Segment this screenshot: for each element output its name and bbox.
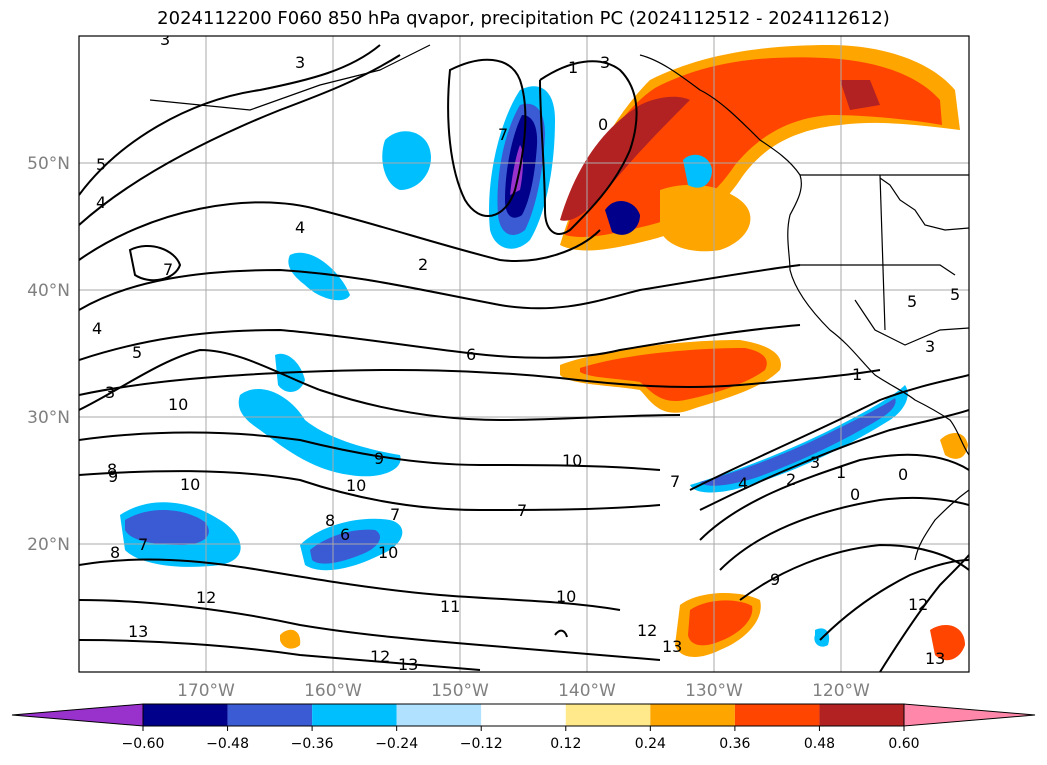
colorbar-segment	[734, 704, 820, 726]
colorbar-outline	[142, 703, 905, 727]
svg-text:12: 12	[196, 588, 216, 607]
colorbar-segment	[312, 704, 397, 726]
map-title: 2024112200 F060 850 hPa qvapor, precipit…	[157, 8, 890, 29]
lon-label-170w: 170°W	[177, 681, 235, 701]
svg-text:3: 3	[600, 53, 610, 72]
svg-text:0: 0	[898, 465, 908, 484]
colorbar-segment	[819, 704, 904, 726]
colorbar: −0.60 −0.48 −0.36 −0.24 −0.12 0.12 0.24 0.36 0.4…	[11, 703, 1036, 752]
svg-text:7: 7	[498, 125, 508, 144]
svg-text:6: 6	[340, 525, 350, 544]
svg-text:7: 7	[670, 472, 680, 491]
svg-text:6: 6	[466, 345, 476, 364]
svg-text:10: 10	[378, 543, 398, 562]
lat-label-20n: 20°N	[27, 535, 70, 555]
longitude-labels: 170°W 160°W 150°W 140°W 130°W 120°W	[177, 681, 870, 701]
colorbar-segment	[650, 704, 735, 726]
colorbar-tick-label: 0.36	[719, 736, 750, 752]
svg-text:3: 3	[295, 53, 305, 72]
svg-text:0: 0	[598, 115, 608, 134]
lon-label-140w: 140°W	[558, 681, 616, 701]
colorbar-segment	[565, 704, 651, 726]
svg-text:7: 7	[138, 535, 148, 554]
colorbar-tick-label: −0.12	[460, 736, 503, 752]
svg-text:13: 13	[398, 655, 418, 674]
svg-text:5: 5	[950, 285, 960, 304]
svg-text:5: 5	[907, 292, 917, 311]
lon-label-120w: 120°W	[812, 681, 870, 701]
colorbar-extend-max	[903, 703, 1036, 727]
lat-label-50n: 50°N	[27, 154, 70, 174]
plot-frame	[78, 35, 970, 673]
colorbar-tick-label: 0.48	[804, 736, 835, 752]
svg-text:3: 3	[160, 30, 170, 49]
svg-text:5: 5	[132, 343, 142, 362]
colorbar-tick-label: −0.36	[291, 736, 334, 752]
map-plot-area: 3 3 5 4 7 4 5 3 4 10 8 9 10 8 7 12 13 2 …	[79, 30, 969, 674]
svg-text:12: 12	[637, 621, 657, 640]
svg-text:7: 7	[163, 260, 173, 279]
colorbar-tick-label: 0.24	[635, 736, 666, 752]
latitude-labels: 50°N 40°N 30°N 20°N	[27, 154, 70, 555]
colorbar-extend-min	[11, 703, 144, 727]
svg-text:4: 4	[738, 474, 748, 493]
contour-labels: 3 3 5 4 7 4 5 3 4 10 8 9 10 8 7 12 13 2 …	[92, 30, 960, 674]
colorbar-segment	[227, 704, 313, 726]
svg-text:1: 1	[568, 58, 578, 77]
svg-text:10: 10	[180, 475, 200, 494]
svg-text:7: 7	[390, 505, 400, 524]
svg-text:11: 11	[440, 597, 460, 616]
colorbar-tick-label: 0.60	[888, 736, 919, 752]
svg-text:4: 4	[96, 193, 106, 212]
svg-text:8: 8	[110, 543, 120, 562]
lon-label-130w: 130°W	[685, 681, 743, 701]
svg-text:9: 9	[374, 449, 384, 468]
svg-text:8: 8	[107, 460, 117, 479]
svg-text:3: 3	[810, 453, 820, 472]
svg-text:10: 10	[346, 476, 366, 495]
svg-text:5: 5	[96, 155, 106, 174]
svg-text:13: 13	[925, 649, 945, 668]
svg-text:10: 10	[562, 451, 582, 470]
svg-text:0: 0	[850, 485, 860, 504]
svg-text:9: 9	[108, 467, 118, 486]
colorbar-segment	[143, 704, 228, 726]
svg-text:9: 9	[770, 570, 780, 589]
colorbar-tick-label: −0.24	[375, 736, 418, 752]
svg-text:1: 1	[836, 463, 846, 482]
lon-label-150w: 150°W	[431, 681, 489, 701]
svg-text:4: 4	[295, 218, 305, 237]
svg-text:13: 13	[128, 622, 148, 641]
svg-text:2: 2	[418, 255, 428, 274]
qvapor-contours	[79, 44, 969, 672]
lat-label-30n: 30°N	[27, 408, 70, 428]
svg-text:13: 13	[662, 637, 682, 656]
svg-text:7: 7	[517, 501, 527, 520]
svg-text:10: 10	[556, 587, 576, 606]
svg-text:10: 10	[168, 395, 188, 414]
svg-text:12: 12	[370, 647, 390, 666]
svg-text:12: 12	[908, 595, 928, 614]
svg-text:1: 1	[852, 365, 862, 384]
grid-lines	[79, 36, 969, 672]
svg-text:8: 8	[325, 511, 335, 530]
lat-label-40n: 40°N	[27, 281, 70, 301]
svg-text:3: 3	[925, 337, 935, 356]
colorbar-tick-label: 0.12	[550, 736, 581, 752]
colorbar-tick-label: −0.60	[122, 736, 165, 752]
svg-text:2: 2	[786, 470, 796, 489]
colorbar-segment	[396, 704, 482, 726]
colorbar-tick-label: −0.48	[206, 736, 249, 752]
svg-text:4: 4	[92, 319, 102, 338]
colorbar-segment	[481, 704, 566, 726]
svg-text:3: 3	[105, 383, 115, 402]
lon-label-160w: 160°W	[304, 681, 362, 701]
